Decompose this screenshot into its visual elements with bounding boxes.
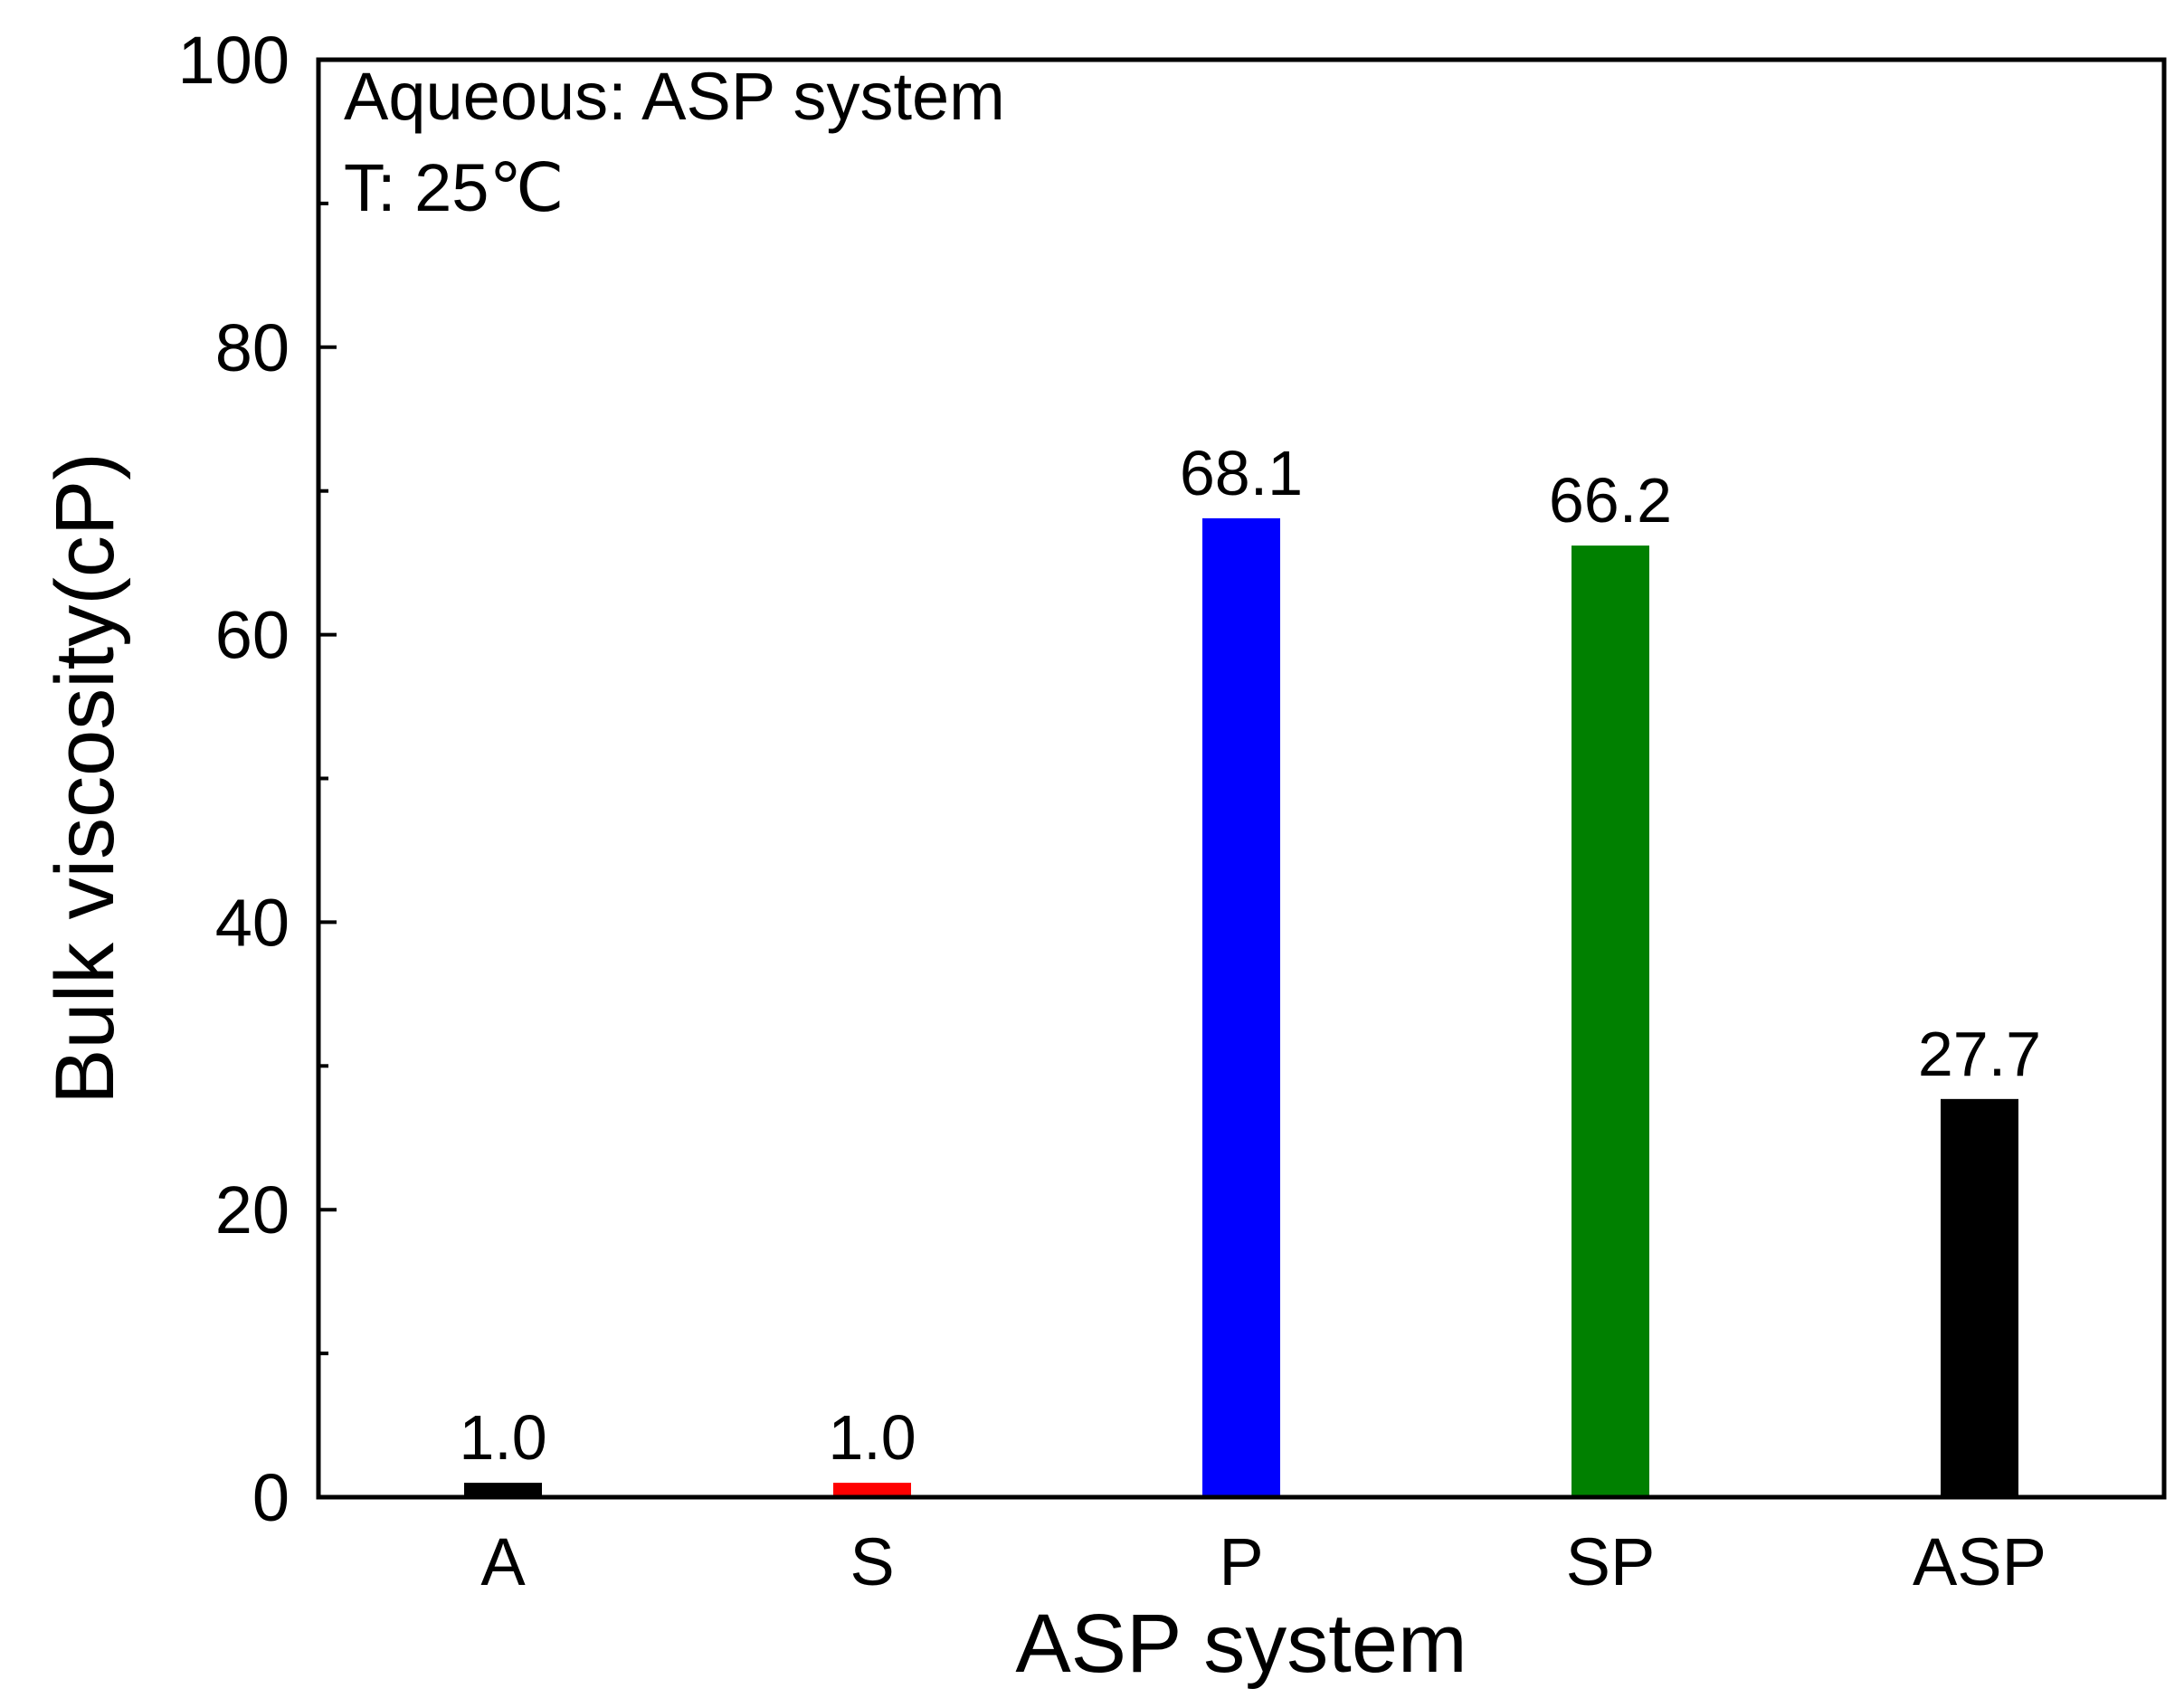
bars-group: [464, 517, 2018, 1497]
y-tick-label: 20: [215, 1172, 290, 1247]
data-label-s: 1.0: [828, 1402, 916, 1473]
x-tick-label-asp: ASP: [1913, 1524, 2046, 1599]
data-label-p: 68.1: [1180, 438, 1303, 508]
bar-p: [1202, 517, 1280, 1497]
annotation-system: Aqueous: ASP system: [344, 59, 1005, 134]
bar-s: [833, 1483, 911, 1497]
data-label-asp: 27.7: [1918, 1019, 2041, 1089]
x-axis-title: ASP system: [1015, 1598, 1467, 1690]
y-tick-label: 0: [252, 1460, 290, 1535]
bar-sp: [1572, 545, 1649, 1497]
y-tick-label: 80: [215, 310, 290, 385]
bar-asp: [1941, 1098, 2018, 1497]
y-tick-label: 100: [178, 23, 290, 98]
x-tick-label-p: P: [1219, 1524, 1263, 1599]
x-tick-label-s: S: [850, 1524, 894, 1599]
annotation-temperature: T: 25℃: [344, 150, 565, 225]
x-tick-label-a: A: [480, 1524, 526, 1599]
labels-group: 1.0 A 1.0 S 68.1 P 66.2 SP 27.7 ASP 0 20 40 60 80 100: [178, 23, 2047, 1599]
y-axis-title: Bulk viscosity(cP): [39, 452, 131, 1105]
data-label-a: 1.0: [459, 1402, 546, 1473]
y-tick-label: 60: [215, 598, 290, 673]
bar-a: [464, 1483, 542, 1497]
x-tick-label-sp: SP: [1566, 1524, 1656, 1599]
data-label-sp: 66.2: [1549, 465, 1672, 536]
plot-frame: [316, 57, 2167, 1500]
y-tick-label: 40: [215, 885, 290, 960]
